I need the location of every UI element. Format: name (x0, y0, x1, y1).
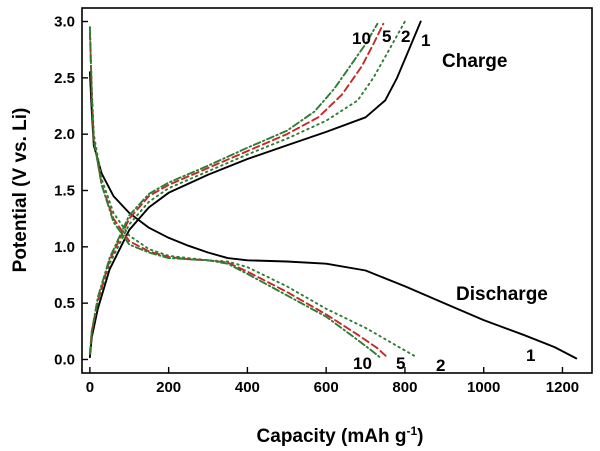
x-tick-label-5: 1000 (467, 379, 500, 396)
y-tick-label-6: 3.0 (54, 14, 75, 31)
charge-cycle-label-2: 2 (401, 27, 410, 46)
y-tick-label-1: 0.5 (54, 295, 75, 312)
charge-cycle-label-1: 1 (421, 31, 430, 50)
y-tick-label-4: 2.0 (54, 126, 75, 143)
x-axis-title-close: ) (417, 426, 423, 447)
discharge-curve-cycle-1 (88, 71, 578, 360)
x-tick-label-3: 600 (314, 379, 339, 396)
y-axis-title: Potential (V vs. Li) (10, 108, 31, 273)
discharge-cycle-label-2: 2 (436, 356, 445, 375)
x-tick-label-1: 200 (156, 379, 181, 396)
charge-cycle-label-10: 10 (352, 29, 371, 48)
discharge-cycle-label-5: 5 (396, 354, 405, 373)
discharge-annotation: Discharge (456, 284, 548, 305)
y-tick-label-2: 1.0 (54, 239, 75, 256)
charge-curve-cycle-2 (88, 20, 406, 355)
plot-layer (88, 20, 578, 360)
charge-curve-cycle-10 (88, 22, 379, 355)
y-tick-label-3: 1.5 (54, 183, 75, 200)
discharge-curve-cycle-5 (88, 31, 389, 359)
y-tick-label-0: 0.0 (54, 351, 75, 368)
tick-layer: 0 200 400 600 800 1000 1200 0.0 0.5 1.0 1.5 2.0 2.5 3… (54, 14, 579, 396)
x-tick-label-4: 800 (392, 379, 417, 396)
charge-annotation: Charge (442, 51, 507, 72)
charge-cycle-label-5: 5 (382, 27, 391, 46)
x-tick-label-2: 400 (235, 379, 260, 396)
x-tick-label-6: 1200 (546, 379, 579, 396)
discharge-cycle-label-1: 1 (526, 346, 535, 365)
charge-curve-cycle-1 (88, 20, 422, 359)
charge-curve-cycle-5 (88, 22, 385, 355)
x-axis-title-main: Capacity (mAh g (257, 426, 407, 447)
x-tick-label-0: 0 (86, 379, 94, 396)
x-axis-title: Capacity (mAh g-1) (257, 424, 424, 447)
x-axis-title-superscript: -1 (406, 424, 417, 438)
discharge-cycle-label-10: 10 (353, 354, 372, 373)
discharge-curve-cycle-10 (88, 26, 383, 360)
y-tick-label-5: 2.5 (54, 70, 75, 87)
discharge-curve-cycle-2 (88, 26, 416, 358)
